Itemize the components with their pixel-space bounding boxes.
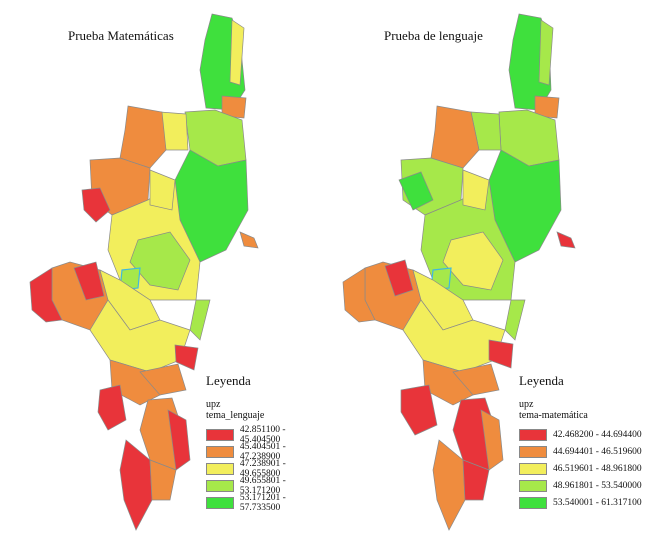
map-panel-lenguaje: Prueba de lenguaje Leyenda upz tema-mate… — [329, 0, 657, 539]
upz-region — [97, 384, 127, 431]
upz-region — [384, 259, 414, 297]
upz-region — [29, 267, 63, 323]
legend-swatch — [519, 428, 547, 441]
upz-region — [149, 459, 177, 501]
legend-range-label: 53.171201 - 57.733500 — [239, 492, 286, 513]
legend-lenguaje: Leyenda upz tema-matemática 42.468200 - … — [519, 373, 642, 511]
legend-range-label: 44.694401 - 46.519600 — [553, 446, 642, 457]
legend-item: 45.404501 - 47.238900 — [206, 441, 328, 462]
legend-matematicas: Leyenda upz tema_lenguaje 42.851100 - 45… — [206, 373, 328, 513]
upz-region — [538, 19, 554, 86]
legend-field-name: tema-matemática — [519, 410, 588, 421]
legend-swatch — [519, 479, 547, 492]
choropleth-map-matematicas — [29, 13, 259, 531]
legend-item: 47.238901 - 49.655800 — [206, 458, 328, 479]
upz-region — [239, 231, 259, 249]
legend-title: Leyenda — [206, 373, 251, 388]
legend-item: 53.540001 - 61.317100 — [519, 494, 642, 511]
legend-title: Leyenda — [519, 373, 564, 388]
upz-region — [342, 267, 376, 323]
legend-swatch — [519, 462, 547, 475]
legend-range-label: 42.851100 - 45.404500 — [239, 424, 286, 445]
legend-item: 42.851100 - 45.404500 — [206, 424, 328, 445]
upz-region — [221, 95, 247, 119]
upz-region — [229, 19, 245, 86]
legend-item: 49.655801 - 53.171200 — [206, 475, 328, 496]
upz-region — [149, 169, 176, 211]
legend-field-name: tema_lenguaje — [206, 410, 265, 421]
legend-swatch — [206, 445, 234, 458]
legend-range-label: 53.540001 - 61.317100 — [553, 497, 642, 508]
legend-item: 48.961801 - 53.540000 — [519, 477, 642, 494]
legend-item: 53.171201 - 57.733500 — [206, 492, 328, 513]
upz-region — [430, 105, 480, 169]
upz-region — [488, 339, 514, 369]
map-title: Prueba Matemáticas — [68, 28, 174, 43]
upz-region — [81, 187, 111, 223]
legend-range-label: 48.961801 - 53.540000 — [553, 480, 642, 491]
upz-region — [462, 459, 490, 501]
legend-swatch — [206, 462, 234, 475]
upz-region — [174, 344, 199, 371]
legend-layer-name: upz — [206, 399, 221, 410]
upz-region — [119, 105, 167, 169]
legend-swatch — [206, 496, 234, 509]
upz-region — [504, 299, 526, 341]
legend-swatch — [206, 428, 234, 441]
upz-region — [167, 409, 191, 471]
upz-region — [556, 231, 576, 249]
upz-region — [400, 384, 438, 436]
legend-item: 46.519601 - 48.961800 — [519, 460, 642, 477]
legend-item: 42.468200 - 44.694400 — [519, 426, 642, 443]
choropleth-map-lenguaje — [342, 13, 576, 531]
legend-range-label: 42.468200 - 44.694400 — [553, 429, 642, 440]
map-panel-matematicas: Prueba Matemáticas Leyenda upz tema_leng… — [0, 0, 328, 539]
legend-swatch — [206, 479, 234, 492]
legend-swatch — [519, 496, 547, 509]
upz-region — [462, 169, 490, 211]
upz-region — [73, 261, 105, 301]
upz-region — [480, 409, 504, 471]
legend-range-label: 49.655801 - 53.171200 — [239, 475, 286, 496]
upz-region — [139, 363, 187, 396]
upz-region — [442, 231, 504, 291]
legend-layer-name: upz — [519, 399, 534, 410]
legend-swatch — [519, 445, 547, 458]
upz-region — [119, 439, 153, 531]
map-title: Prueba de lenguaje — [384, 28, 483, 43]
legend-range-label: 47.238901 - 49.655800 — [239, 458, 286, 479]
upz-region — [452, 363, 500, 396]
upz-region — [189, 299, 211, 341]
upz-region — [534, 95, 560, 119]
legend-item: 44.694401 - 46.519600 — [519, 443, 642, 460]
legend-range-label: 46.519601 - 48.961800 — [553, 463, 642, 474]
upz-region — [398, 171, 434, 211]
upz-region — [432, 439, 466, 531]
legend-range-label: 45.404501 - 47.238900 — [239, 441, 286, 462]
upz-region — [129, 231, 191, 291]
